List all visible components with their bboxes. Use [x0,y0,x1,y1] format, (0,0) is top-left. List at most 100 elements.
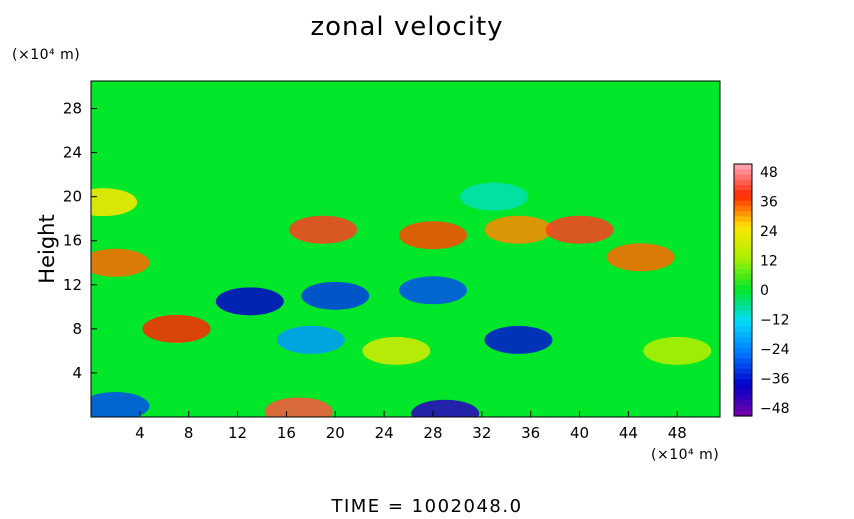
heatmap-feature [276,325,345,354]
colorbar-swatch [734,227,752,233]
colorbar-swatch [734,164,752,170]
colorbar-swatch [734,284,752,291]
colorbar-swatch [734,332,752,338]
y-tick-label: 24 [63,144,82,162]
colorbar-swatch [734,321,752,328]
colorbar-swatch [734,174,752,181]
x-tick-label: 20 [326,424,345,442]
colorbar-swatch [734,185,752,191]
heatmap-feature [289,215,358,244]
colorbar-swatch [734,400,752,407]
colorbar-swatch [734,379,752,386]
heatmap-feature [142,314,211,343]
x-axis-unit: (×10⁴ m) [651,447,720,463]
heatmap-feature [460,182,529,211]
colorbar-swatch [734,258,752,265]
time-label: TIME = 1002048.0 [331,496,523,517]
heatmap-feature [264,397,333,417]
colorbar-swatch [734,363,752,370]
colorbar-swatch [734,305,752,312]
colorbar-swatch [734,190,752,197]
colorbar-swatch [734,263,752,270]
y-tick-label: 28 [63,100,82,118]
colorbar-swatch [734,290,752,296]
colorbar: 48 36 24 12 0 −12 −24 −36 −48 [733,163,790,417]
colorbar-swatch [734,232,752,239]
colorbar-tick-label: 48 [760,165,778,181]
colorbar-swatch [734,347,752,354]
x-tick-label: 32 [472,424,491,442]
colorbar-swatch [734,374,752,380]
colorbar-swatch [734,405,752,412]
colorbar-swatch [734,368,752,375]
x-tick-label: 44 [619,424,638,442]
colorbar-frame [733,163,753,417]
heatmap-feature [411,399,480,417]
heatmap-feature [301,281,370,310]
colorbar-swatch [734,358,752,365]
heatmap-feature [91,188,138,217]
heatmap-feature [606,243,675,272]
colorbar-swatch [734,169,752,176]
x-tick-label: 24 [375,424,394,442]
heatmap-feature [362,336,431,365]
x-tick-label: 16 [277,424,296,442]
heatmap-feature [398,276,467,305]
colorbar-swatch [734,269,752,275]
heatmap-feature [545,215,614,244]
plot-frame [90,80,721,418]
colorbar-tick-label: −12 [760,313,790,329]
colorbar-tick-label: 24 [760,224,778,240]
y-tick-label: 4 [72,364,82,382]
colorbar-swatch [734,316,752,323]
colorbar-swatch [734,395,752,401]
colorbar-tick-label: 12 [760,254,778,270]
heatmap-feature [484,325,553,354]
heatmap-field [91,81,720,417]
colorbar-swatch [734,179,752,186]
colorbar-swatch [734,295,752,302]
colorbar-swatch [734,274,752,281]
y-axis: 4 8 12 16 20 24 28 [63,100,97,382]
colorbar-tick-label: −36 [760,372,790,388]
heatmap-feature [215,287,284,316]
y-tick-label: 20 [63,188,82,206]
colorbar-swatch [734,279,752,286]
x-tick-label: 28 [423,424,442,442]
colorbar-swatch [734,206,752,212]
y-tick-label: 12 [63,276,82,294]
x-axis: 4 8 12 16 20 24 28 32 36 40 44 48 [135,411,687,442]
colorbar-swatch [734,221,752,228]
colorbar-tick-label: 0 [760,283,769,299]
colorbar-swatch [734,326,752,333]
heatmap-feature [643,336,712,365]
chart-title: zonal velocity [310,12,504,42]
colorbar-swatch [734,200,752,207]
y-tick-label: 8 [72,320,82,338]
x-tick-label: 12 [228,424,247,442]
colorbar-swatch [734,211,752,218]
colorbar-swatch [734,353,752,359]
x-tick-label: 40 [570,424,589,442]
heatmap-feature [91,248,150,277]
x-tick-label: 36 [521,424,540,442]
colorbar-swatch [734,237,752,244]
colorbar-swatch [734,300,752,307]
heatmap-feature [484,215,553,244]
colorbar-tick-label: 36 [760,195,778,211]
colorbar-swatch [734,242,752,249]
colorbar-swatch [734,311,752,317]
colorbar-swatch [734,337,752,344]
heatmap-feature [398,221,467,250]
colorbar-tick-label: −48 [760,401,790,417]
colorbar-swatch [734,410,752,417]
colorbar-swatch [734,195,752,202]
x-tick-label: 4 [135,424,145,442]
x-tick-label: 48 [668,424,687,442]
colorbar-swatch [734,253,752,260]
colorbar-swatch [734,384,752,391]
y-tick-label: 16 [63,232,82,250]
heatmap-feature [91,391,150,417]
y-axis-unit: (×10⁴ m) [12,47,81,63]
